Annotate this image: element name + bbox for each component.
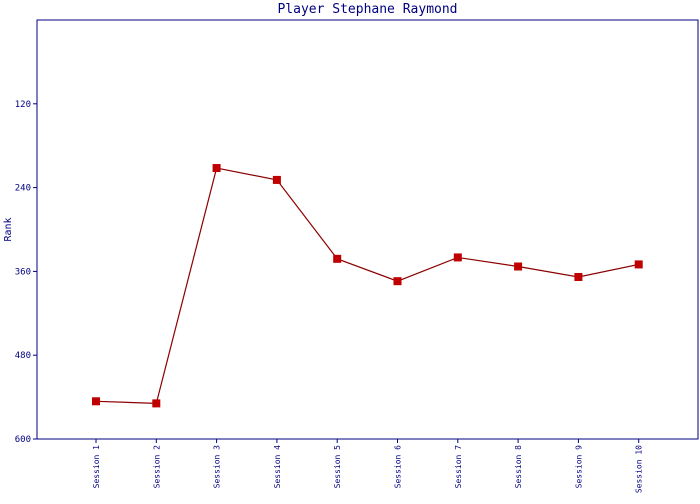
x-axis-ticks: Session 1 Session 2 Session 3 Session 4 Sess… [92,439,644,493]
x-tick-label: Session 2 [152,445,161,489]
y-tick-label: 240 [15,184,31,194]
x-tick-label: Session 5 [333,445,342,489]
x-tick-label: Session 4 [273,445,282,489]
chart-title: Player Stephane Raymond [277,2,457,17]
x-tick-label: Session 3 [213,445,222,489]
y-tick-label: 120 [15,100,31,110]
data-point-marker [634,260,643,269]
y-axis-ticks: 120 240 360 480 600 [15,100,37,445]
y-tick-label: 480 [15,351,31,361]
x-tick-label: Session 7 [454,445,463,489]
data-point-marker [453,253,462,262]
series-layer [92,164,643,408]
y-axis-label: Rank [3,217,14,241]
data-point-marker [152,399,161,408]
series-line [95,167,639,405]
x-tick-label: Session 6 [394,445,403,489]
data-point-marker [212,164,221,173]
data-point-marker [514,262,523,271]
x-tick-label: Session 9 [574,445,583,489]
y-tick-label: 360 [15,267,31,277]
data-point-marker [574,272,583,281]
data-point-marker [393,277,402,286]
y-tick-label: 600 [15,435,31,445]
data-point-marker [333,254,342,263]
data-point-marker [92,397,100,406]
x-tick-label: Session 1 [92,445,101,489]
plot-area [36,19,699,440]
x-tick-label: Session 8 [514,445,523,489]
x-tick-label: Session 10 [635,445,644,493]
data-point-marker [272,175,281,184]
